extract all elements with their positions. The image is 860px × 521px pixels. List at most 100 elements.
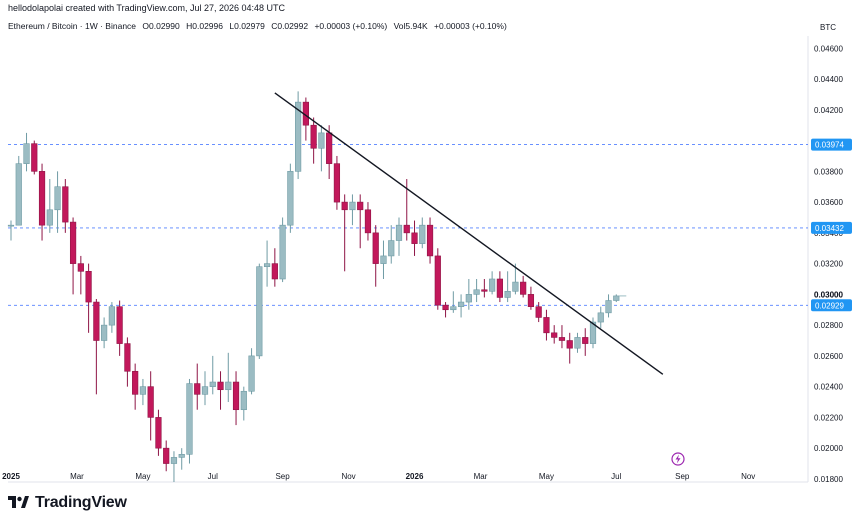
- candle-body: [380, 255, 387, 264]
- x-tick-label: Mar: [70, 472, 84, 481]
- event-flash-icon[interactable]: [671, 452, 685, 466]
- candle-body: [69, 221, 77, 264]
- x-tick-label: May: [135, 472, 150, 481]
- candle-body: [613, 295, 620, 301]
- candle-body: [279, 224, 286, 280]
- candle-body: [225, 381, 232, 391]
- price-tag-box: [811, 299, 852, 312]
- price-tag-label: 0.02929: [815, 301, 844, 310]
- x-tick-label: Mar: [474, 472, 488, 481]
- low-value: L0.02979: [229, 21, 265, 31]
- candle-body: [178, 454, 185, 458]
- y-tick-label: 0.01800: [814, 475, 843, 484]
- tradingview-brand[interactable]: TradingView: [8, 494, 127, 512]
- candle-body: [232, 381, 240, 411]
- candle-body: [186, 383, 193, 455]
- candle-body: [116, 306, 123, 344]
- y-tick-label: 0.02000: [814, 444, 843, 453]
- candle-body: [388, 240, 395, 257]
- candle-body: [527, 294, 535, 307]
- candle-body: [357, 201, 364, 211]
- volume-change-value: +0.00003 (+0.10%): [434, 21, 507, 31]
- x-tick-label: Jul: [208, 472, 218, 481]
- candle-body: [543, 317, 550, 334]
- candle-body: [147, 386, 154, 418]
- candle-body: [535, 306, 542, 318]
- candle-body: [310, 124, 317, 149]
- candle-body: [108, 306, 115, 326]
- x-tick-label: Jul: [611, 472, 621, 481]
- candle-body: [7, 224, 15, 227]
- candle-body: [419, 224, 426, 244]
- candle-body: [551, 332, 558, 338]
- y-tick-label: 0.04200: [814, 106, 843, 115]
- price-tag-label: 0.03974: [815, 141, 844, 150]
- x-tick-label: Nov: [741, 472, 755, 481]
- candle-body: [411, 232, 418, 244]
- candle-body: [589, 321, 597, 344]
- y-tick-label: 0.03200: [814, 260, 843, 269]
- candle-body: [163, 447, 170, 464]
- candle-body: [38, 171, 46, 226]
- price-tag-box: [811, 138, 852, 151]
- candle-body: [364, 209, 372, 234]
- candle-body: [434, 255, 441, 306]
- trendline: [274, 92, 664, 375]
- y-tick-label: 0.02600: [814, 352, 843, 361]
- candle-body: [263, 263, 271, 267]
- candle-body: [62, 186, 69, 223]
- candle-body: [139, 386, 147, 395]
- candle-body: [566, 340, 573, 349]
- candle-body: [194, 383, 201, 395]
- candle-body: [450, 306, 457, 311]
- candle-body: [271, 263, 278, 280]
- candle-body: [605, 300, 612, 314]
- symbol-label: Ethereum / Bitcoin · 1W · Binance: [8, 21, 137, 31]
- candle-body: [287, 171, 294, 226]
- candle-body: [101, 324, 108, 341]
- candle-body: [209, 381, 216, 387]
- close-value: C0.02992: [271, 21, 309, 31]
- candle-body: [201, 386, 209, 395]
- candle-body: [23, 143, 30, 164]
- candle-body: [520, 281, 527, 295]
- candle-body: [489, 278, 496, 292]
- chart-attribution: hellodolapolai created with TradingView.…: [8, 3, 286, 13]
- ohlc-legend: Ethereum / Bitcoin · 1W · Binance O0.029…: [8, 21, 511, 31]
- candle-body: [574, 337, 581, 349]
- candle-body: [582, 337, 589, 344]
- y-tick-label: 0.03000: [814, 290, 843, 299]
- candle-body: [240, 390, 247, 411]
- candle-body: [132, 370, 139, 395]
- price-tag-box: [811, 221, 852, 234]
- y-tick-label: 0.04600: [814, 44, 843, 53]
- candle-body: [256, 266, 263, 357]
- candle-body: [93, 301, 100, 341]
- candle-body: [558, 337, 566, 341]
- candle-body: [457, 301, 465, 307]
- change-value: +0.00003 (+0.10%): [314, 21, 388, 31]
- candle-body: [465, 294, 472, 303]
- x-tick-label: 2026: [406, 472, 424, 481]
- candle-body: [85, 271, 92, 303]
- open-value: O0.02990: [142, 21, 180, 31]
- candle-body: [481, 289, 488, 292]
- candle-body: [46, 209, 53, 226]
- candle-body: [426, 224, 434, 257]
- candle-body: [372, 232, 379, 264]
- candle-body: [217, 381, 224, 391]
- candle-body: [15, 163, 22, 226]
- candle-body: [403, 224, 410, 234]
- y-tick-label: 0.02400: [814, 383, 843, 392]
- candle-body: [124, 343, 131, 372]
- candle-body: [341, 201, 348, 211]
- candle-body: [326, 132, 333, 164]
- candle-body: [31, 143, 38, 172]
- candle-body: [395, 224, 403, 241]
- brand-name: TradingView: [35, 494, 127, 511]
- currency-label: BTC: [820, 23, 836, 32]
- x-tick-label: Sep: [275, 472, 290, 481]
- x-tick-label: May: [539, 472, 554, 481]
- volume-value: Vol5.94K: [393, 21, 428, 31]
